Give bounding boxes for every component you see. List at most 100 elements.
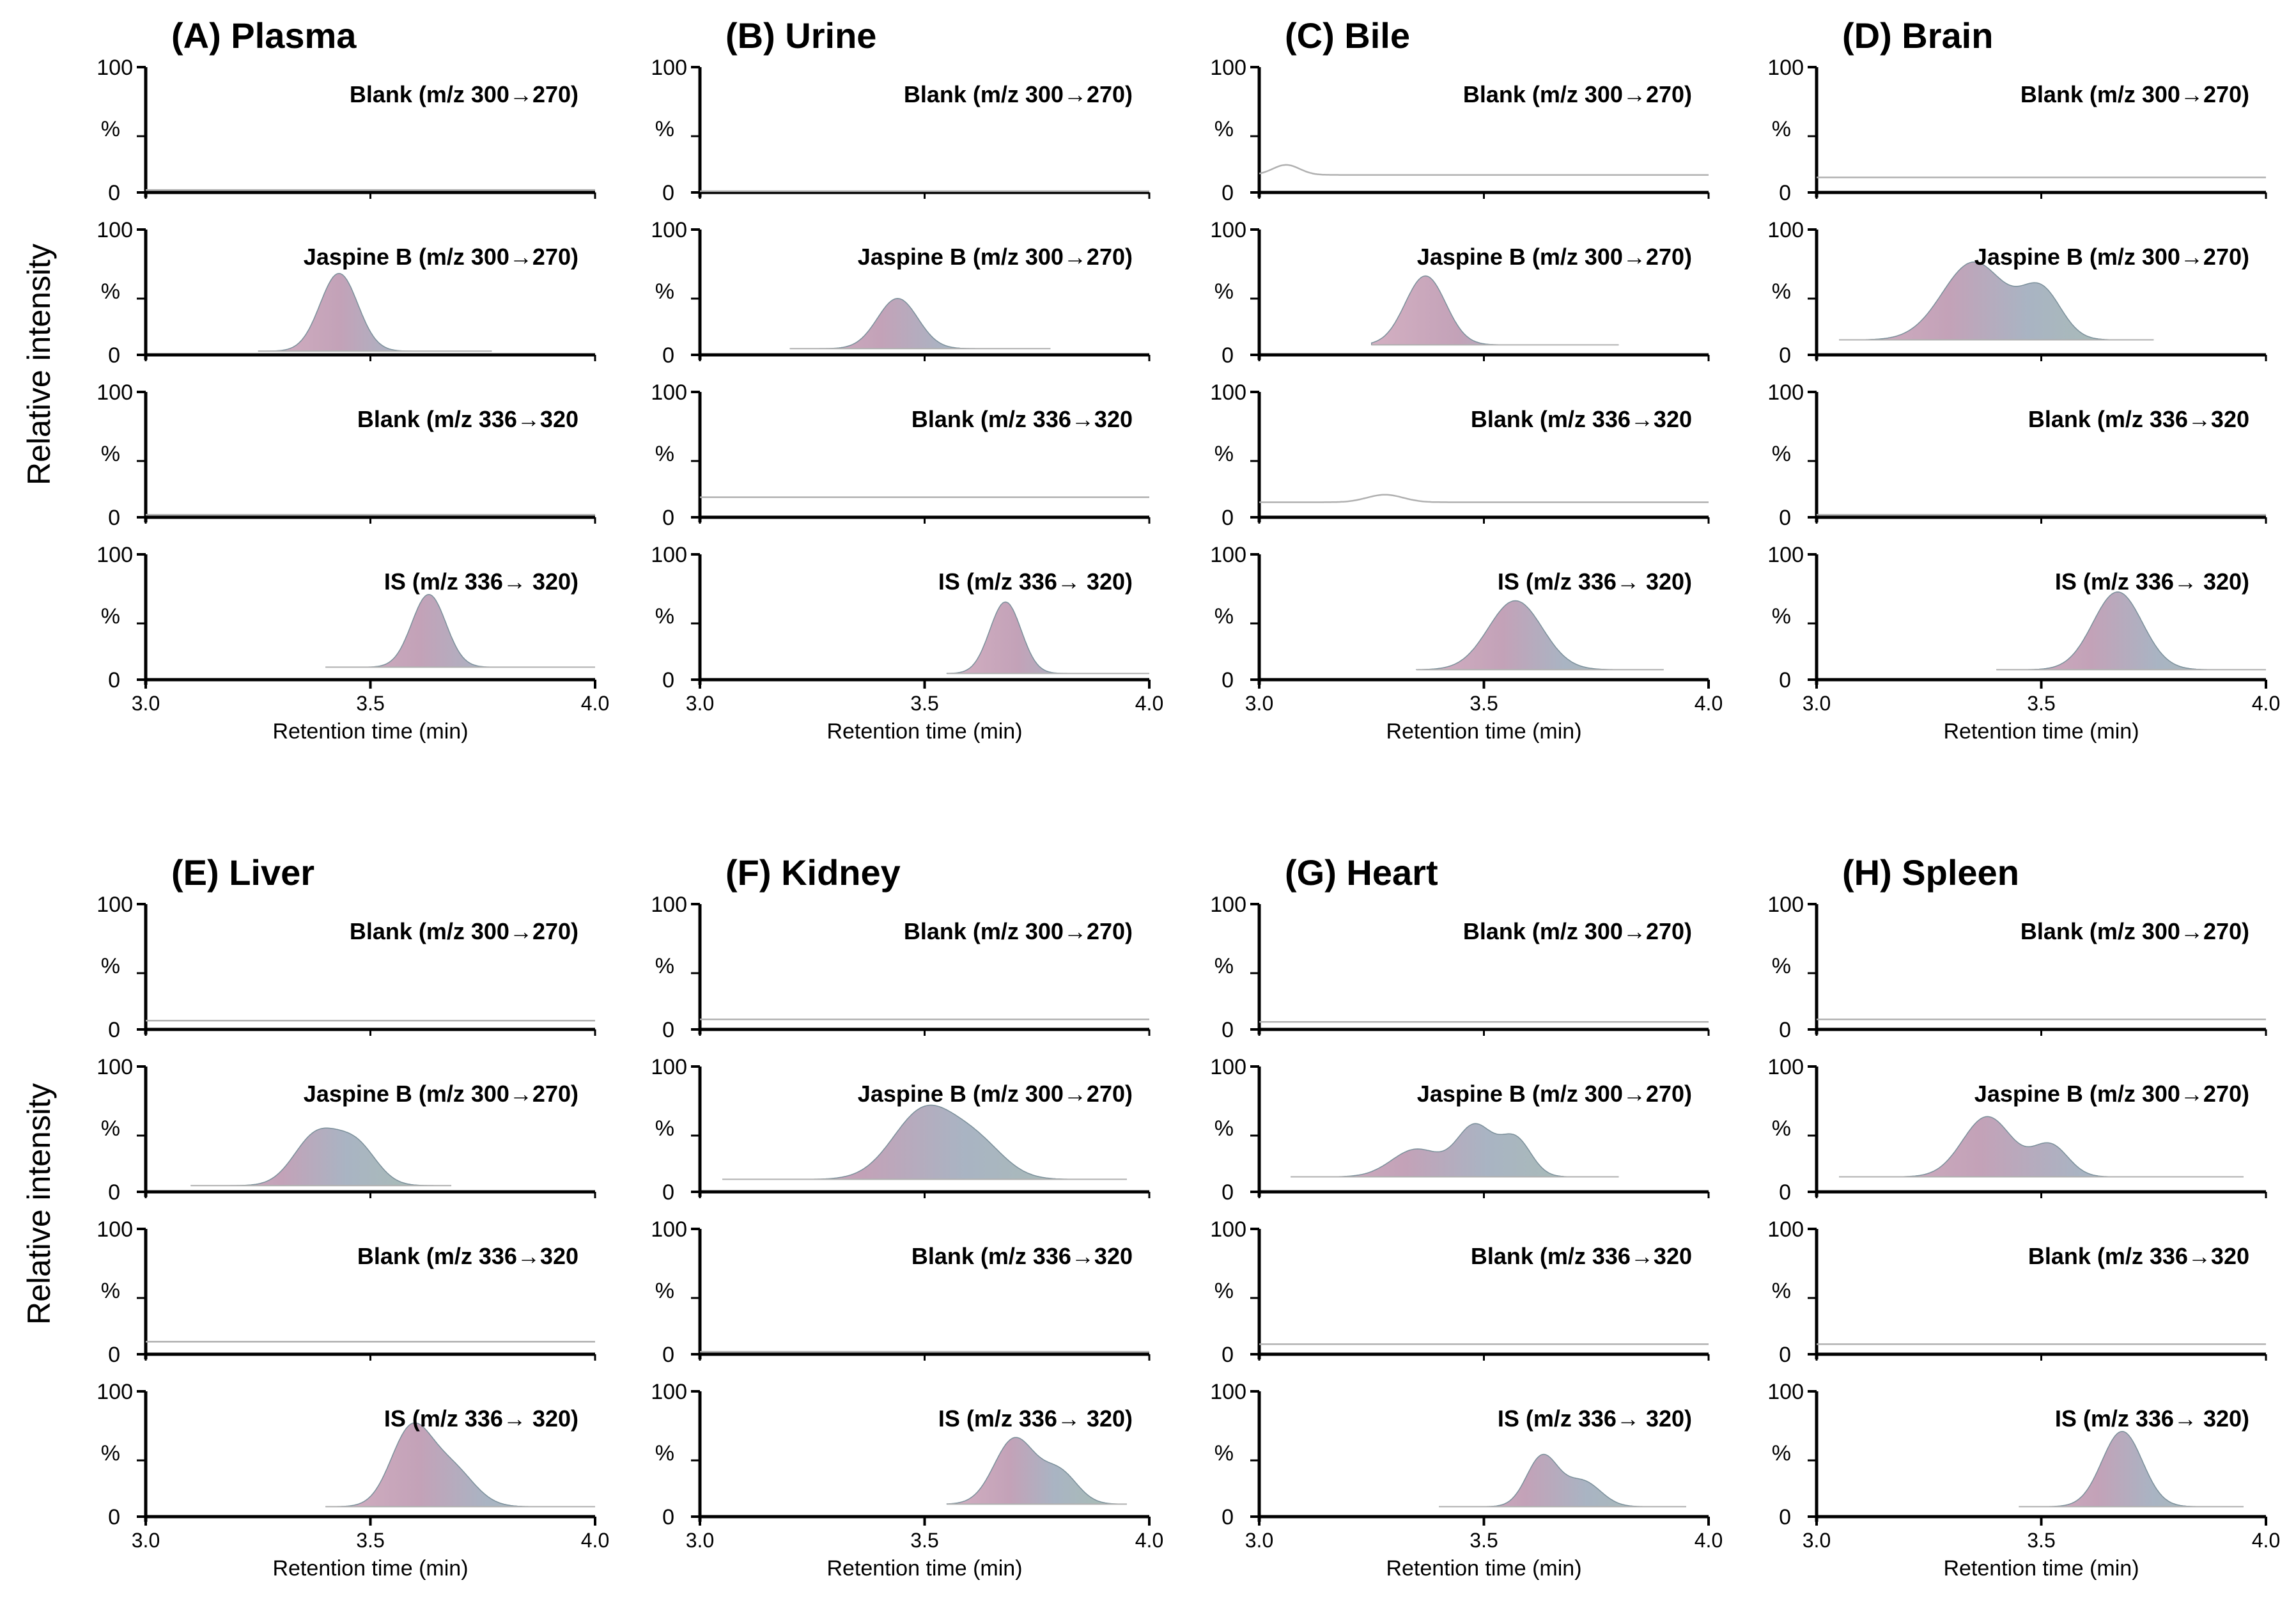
panel-g: (G) Heart 100% 0 Blank (m/z 300→270) 100% 0 Ja… — [1210, 852, 1723, 1581]
y-tick-label: 0 — [1222, 1505, 1234, 1529]
trace-subplot: 100% 0 Blank (m/z 336→320 — [1210, 380, 1710, 530]
x-tick-label: 3.5 — [1470, 692, 1498, 715]
x-tick-label: 3.5 — [356, 692, 384, 715]
y-tick-label: % — [1772, 279, 1791, 304]
panel-h: (H) Spleen 100% 0 Blank (m/z 300→270) 100% 0 J… — [1767, 852, 2280, 1581]
trace-label: Blank (m/z 300→270) — [904, 81, 1133, 107]
y-tick-label: 100 — [1210, 1055, 1246, 1079]
y-tick-label: 100 — [97, 380, 133, 405]
y-tick-label: 100 — [1210, 218, 1246, 242]
y-tick-label: 100 — [97, 1380, 133, 1404]
x-axis-label: Retention time (min) — [1943, 719, 2139, 744]
chromatogram-peak — [1291, 1123, 1619, 1178]
trace-subplot: 100% 0 IS (m/z 336→ 320) 3.0 3.5 4.0 Retention… — [651, 543, 1163, 744]
y-tick-label: 100 — [97, 1217, 133, 1242]
trace-label: Blank (m/z 300→270) — [350, 81, 578, 107]
panel-title: (G) Heart — [1285, 852, 1438, 893]
trace-subplot: 100% 0 Blank (m/z 336→320 — [651, 1217, 1151, 1367]
trace-label: Blank (m/z 336→320 — [2028, 406, 2249, 432]
y-tick-label: 0 — [108, 181, 120, 205]
x-tick-label: 3.5 — [356, 1529, 384, 1552]
y-tick-label: 100 — [1767, 1055, 1804, 1079]
x-axis-label: Retention time (min) — [272, 1556, 468, 1581]
x-tick-label: 4.0 — [2252, 692, 2280, 715]
x-tick-label: 4.0 — [581, 692, 609, 715]
panel-title: (D) Brain — [1842, 15, 1993, 56]
chromatogram-peak — [258, 272, 492, 352]
trace-label: Blank (m/z 300→270) — [350, 918, 578, 944]
y-tick-label: % — [1214, 954, 1234, 978]
y-tick-label: % — [101, 279, 120, 304]
y-tick-label: 100 — [97, 1055, 133, 1079]
x-tick-label: 4.0 — [1135, 1529, 1163, 1552]
y-tick-label: 100 — [1210, 1380, 1246, 1404]
trace-label: Blank (m/z 336→320 — [911, 1243, 1133, 1269]
y-tick-label: 0 — [1222, 181, 1234, 205]
y-tick-label: % — [1772, 604, 1791, 629]
trace-subplot: 100% 0 Blank (m/z 300→270) — [1767, 893, 2267, 1042]
y-tick-label: 0 — [1222, 668, 1234, 692]
chromatogram-peak — [946, 1437, 1127, 1505]
trace-label: Blank (m/z 336→320 — [2028, 1243, 2249, 1269]
x-tick-label: 3.5 — [910, 1529, 938, 1552]
y-tick-label: % — [655, 279, 674, 304]
chromatogram-peak — [190, 1127, 451, 1186]
y-tick-label: 100 — [1767, 543, 1804, 567]
y-axis-label-top: Relative intensity — [21, 244, 57, 485]
chromatogram-peak — [1839, 1116, 2244, 1178]
y-tick-label: 0 — [108, 1018, 120, 1042]
trace-subplot: 100% 0 Blank (m/z 336→320 — [1210, 1217, 1710, 1367]
y-tick-label: % — [655, 954, 674, 978]
y-tick-label: % — [101, 604, 120, 629]
x-tick-label: 4.0 — [2252, 1529, 2280, 1552]
trace-label: IS (m/z 336→ 320) — [2055, 1405, 2249, 1432]
x-tick-label: 4.0 — [1695, 692, 1723, 715]
x-tick-label: 3.5 — [910, 692, 938, 715]
y-tick-label: 100 — [1767, 1380, 1804, 1404]
y-tick-label: 0 — [1222, 343, 1234, 368]
y-tick-label: % — [1214, 1441, 1234, 1465]
trace-label: Blank (m/z 336→320 — [1471, 406, 1692, 432]
chromatogram-trace — [1259, 164, 1709, 176]
panel-f: (F) Kidney 100% 0 Blank (m/z 300→270) 100% 0 J… — [651, 852, 1163, 1581]
y-tick-label: 0 — [1779, 1180, 1791, 1205]
y-tick-label: 0 — [662, 181, 674, 205]
y-tick-label: 0 — [1779, 1505, 1791, 1529]
y-tick-label: % — [1214, 117, 1234, 141]
chromatogram-peak — [722, 1104, 1127, 1180]
x-tick-label: 3.0 — [686, 692, 714, 715]
y-tick-label: 0 — [662, 668, 674, 692]
y-axis-label-bottom: Relative intensity — [21, 1083, 57, 1325]
y-tick-label: 0 — [1222, 1018, 1234, 1042]
trace-label: IS (m/z 336→ 320) — [384, 568, 578, 595]
trace-subplot: 100% 0 Jaspine B (m/z 300→270) — [651, 218, 1151, 368]
y-tick-label: 0 — [108, 1180, 120, 1205]
y-tick-label: 0 — [1222, 506, 1234, 530]
trace-subplot: 100% 0 IS (m/z 336→ 320) 3.0 3.5 4.0 Retention… — [1767, 543, 2280, 744]
x-tick-label: 3.0 — [1803, 692, 1831, 715]
y-tick-label: % — [1214, 1116, 1234, 1141]
chromatogram-peak — [1439, 1453, 1686, 1508]
y-tick-label: 0 — [108, 668, 120, 692]
y-tick-label: 100 — [97, 893, 133, 917]
y-tick-label: 0 — [1779, 343, 1791, 368]
trace-subplot: 100% 0 Jaspine B (m/z 300→270) — [97, 1055, 596, 1205]
x-tick-label: 3.0 — [132, 692, 160, 715]
x-tick-label: 4.0 — [1135, 692, 1163, 715]
y-tick-label: 0 — [662, 343, 674, 368]
y-tick-label: % — [1772, 1279, 1791, 1303]
panel-e: (E) Liver 100% 0 Blank (m/z 300→270) 100% 0 Ja… — [97, 852, 609, 1581]
y-tick-label: % — [101, 442, 120, 466]
x-tick-label: 4.0 — [581, 1529, 609, 1552]
y-tick-label: 0 — [1222, 1180, 1234, 1205]
chromatogram-trace — [1259, 494, 1709, 503]
trace-label: Blank (m/z 300→270) — [2021, 918, 2249, 944]
x-axis-label: Retention time (min) — [826, 1556, 1022, 1581]
trace-subplot: 100% 0 Blank (m/z 300→270) — [97, 56, 596, 205]
panel-a: (A) Plasma 100% 0 Blank (m/z 300→270) 100% 0 J… — [97, 15, 609, 744]
y-tick-label: 0 — [662, 1505, 674, 1529]
y-tick-label: 100 — [1210, 543, 1246, 567]
x-axis-label: Retention time (min) — [1943, 1556, 2139, 1581]
trace-label: Jaspine B (m/z 300→270) — [858, 1081, 1133, 1107]
